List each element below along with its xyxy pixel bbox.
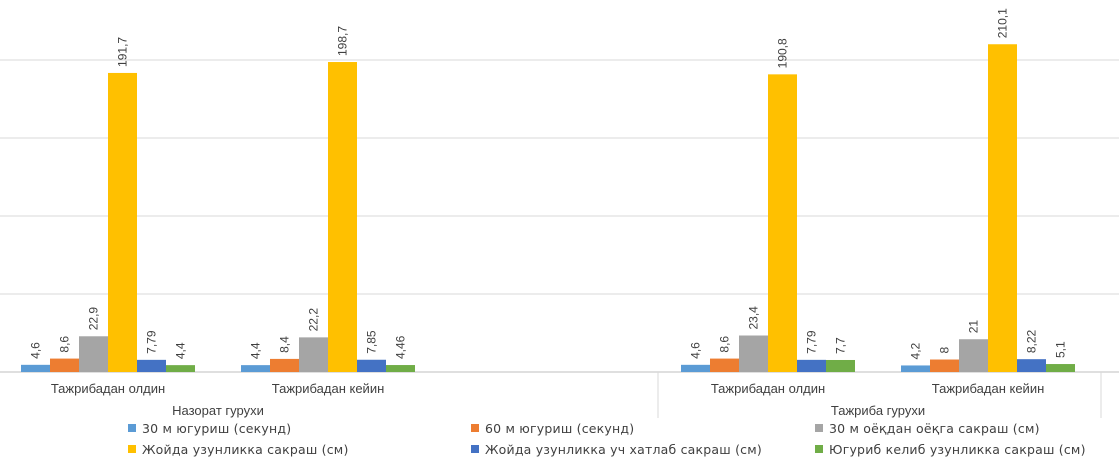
chart-legend: 30 м югуриш (секунд) 60 м югуриш (секунд)… [0, 418, 1119, 459]
data-label: 190,8 [776, 38, 790, 68]
bar [988, 44, 1017, 373]
bar [108, 72, 137, 372]
legend-swatch [128, 445, 136, 453]
bar [710, 358, 739, 372]
data-label: 8,6 [718, 336, 732, 353]
data-label: 8 [938, 347, 952, 354]
data-label: 23,4 [747, 306, 761, 330]
data-label: 191,7 [116, 37, 130, 67]
data-label: 7,79 [145, 330, 159, 354]
data-label: 4,4 [174, 342, 188, 359]
data-label: 4,6 [689, 342, 703, 359]
data-label: 210,1 [996, 8, 1010, 38]
x-tick-label: Тажрибадан кейин [932, 381, 1045, 396]
legend-swatch [471, 445, 479, 453]
bar-chart: 4,6 4,4 4,6 4,2 8,6 8,4 8,6 8 22,9 22,2 23,4 21 191,… [0, 8, 1119, 418]
legend-swatch [815, 424, 823, 432]
data-label: 22,2 [307, 308, 321, 332]
bar [79, 336, 108, 372]
bar [241, 365, 270, 372]
bar [1046, 364, 1075, 372]
bar [681, 364, 710, 372]
bar [1017, 359, 1046, 372]
legend-label: 30 м оёқдан оёқга сакраш (см) [829, 420, 1040, 436]
bar [21, 364, 50, 372]
legend-label: 30 м югуриш (секунд) [142, 420, 292, 436]
x-tick-label: Тажрибадан олдин [51, 381, 165, 396]
data-label: 22,9 [87, 307, 101, 331]
bar [50, 358, 79, 372]
legend-item: Жойда узунликка уч хатлаб сакраш (см) [471, 439, 762, 459]
legend-label: Жойда узунликка уч хатлаб сакраш (см) [485, 441, 762, 457]
bar [901, 365, 930, 372]
bar [357, 359, 386, 372]
legend-label: Жойда узунликка сакраш (см) [142, 441, 349, 457]
data-label: 8,4 [278, 336, 292, 353]
x-tick-label: Тажрибадан олдин [711, 381, 825, 396]
data-label: 4,4 [249, 342, 263, 359]
legend-swatch [815, 445, 823, 453]
group-label: Назорат гурухи [172, 403, 264, 418]
data-label: 8,6 [58, 336, 72, 353]
legend-label: Югуриб келиб узунликка сакраш (см) [829, 441, 1086, 457]
bar [739, 335, 768, 372]
group-label: Тажриба гурухи [831, 403, 925, 418]
legend-item: Югуриб келиб узунликка сакраш (см) [815, 439, 1086, 459]
bar [328, 62, 357, 372]
data-label: 7,85 [365, 330, 379, 354]
data-label: 5,1 [1054, 341, 1068, 358]
bar [299, 337, 328, 372]
bar [166, 365, 195, 372]
bar [270, 358, 299, 372]
data-label: 4,46 [394, 335, 408, 359]
legend-item: Жойда узунликка сакраш (см) [128, 439, 349, 459]
bar [797, 359, 826, 372]
data-label: 8,22 [1025, 329, 1039, 353]
legend-item: 60 м югуриш (секунд) [471, 418, 634, 438]
data-label: 198,7 [336, 26, 350, 56]
data-label: 4,6 [29, 342, 43, 359]
bar [137, 359, 166, 372]
legend-swatch [128, 424, 136, 432]
legend-label: 60 м югуриш (секунд) [485, 420, 635, 436]
legend-swatch [471, 424, 479, 432]
bar [386, 365, 415, 372]
data-label: 7,7 [834, 337, 848, 354]
data-label: 7,79 [805, 330, 819, 354]
bar [826, 359, 855, 372]
bar [959, 339, 988, 372]
bar [930, 359, 959, 372]
bar [768, 74, 797, 373]
data-label: 21 [967, 320, 981, 334]
data-label: 4,2 [909, 342, 923, 359]
x-tick-label: Тажрибадан кейин [272, 381, 385, 396]
legend-item: 30 м югуриш (секунд) [128, 418, 291, 438]
legend-item: 30 м оёқдан оёқга сакраш (см) [815, 418, 1040, 438]
